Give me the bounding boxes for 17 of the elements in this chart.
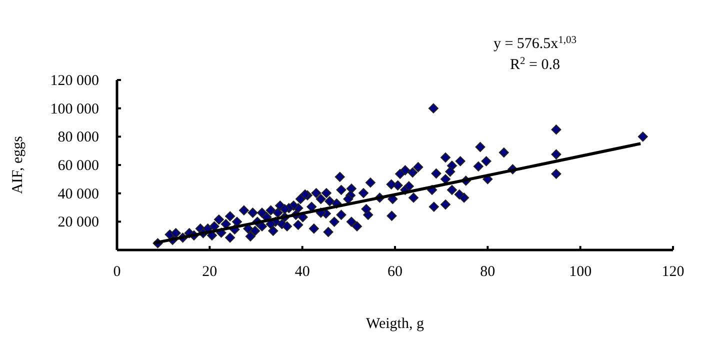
text: y = 576.5x$^{1,03}$: [493, 34, 577, 52]
y-tick-label: 60 000: [58, 158, 99, 174]
y-tick-label: 100 000: [50, 101, 99, 118]
y-tick-label: 80 000: [58, 130, 99, 146]
x-tick-label: 60: [388, 264, 402, 280]
y-tick-label: 120 000: [50, 73, 99, 89]
y-tick-label: 40 000: [58, 186, 99, 202]
x-tick-label: 80: [480, 264, 496, 280]
y-axis-title: AIF, eggs: [10, 136, 26, 194]
x-tick-label: 20: [202, 264, 218, 280]
text: R$^{2}$ = 0.8: [510, 56, 560, 73]
x-axis-title: Weigth, g: [366, 316, 424, 332]
x-tick-label: 0: [113, 264, 121, 280]
x-tick-label: 100: [569, 264, 592, 280]
x-tick-label: 40: [294, 264, 310, 280]
x-tick-label: 120: [662, 264, 684, 280]
y-tick-label: 20 000: [58, 214, 99, 231]
